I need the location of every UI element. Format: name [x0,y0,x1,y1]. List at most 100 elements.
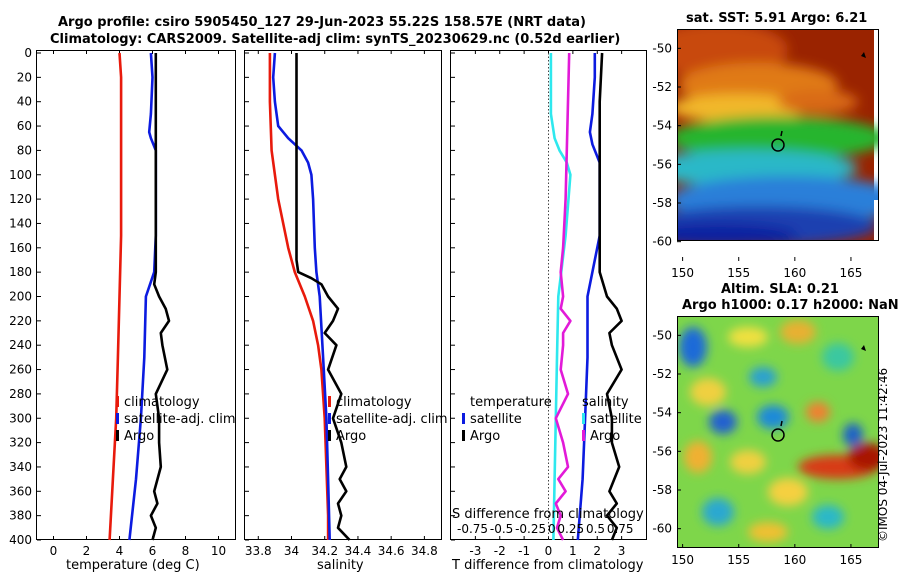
temperature-diff-legend: temperature satellite Argo [462,394,552,445]
y-tick-label: 320 [9,436,32,450]
y-tick-label: 40 [17,95,32,109]
map-y-tick-label: -54 [652,406,672,420]
x-tick-label: 2 [593,544,601,558]
y-tick-label: 380 [9,509,32,523]
map-y-tick-label: -52 [652,367,672,381]
sst-map-title: sat. SST: 5.91 Argo: 6.21 [686,11,868,26]
s-difference-label: S difference from climatology [452,507,644,522]
map-x-tick-label: 165 [839,553,862,567]
map-y-tick-label: -56 [652,157,672,171]
timestamp: ©IMOS 04-Jul-2023 11:42:46 [876,367,890,542]
map-y-tick-label: -54 [652,119,672,133]
legend-satellite-adj: satellite-adj. clim [124,412,236,427]
legend-satellite: satellite [470,412,522,427]
legend-climatology: climatology [124,395,200,410]
map-y-tick-label: -56 [652,444,672,458]
map-x-tick-label: 160 [783,266,806,280]
x-tick-label: 8 [182,544,190,558]
temperature-panel [36,50,236,540]
y-tick-label: 280 [9,387,32,401]
legend-argo: Argo [336,429,367,444]
map-y-tick-label: -58 [652,196,672,210]
series-argo [295,53,351,541]
x-tick-label: 2 [83,544,91,558]
sla-map [677,316,879,548]
legend-argo: Argo [470,429,501,444]
x-tick-label: 3 [618,544,626,558]
figure-title-line2: Climatology: CARS2009. Satellite-adj cli… [50,32,621,47]
legend-title-temperature: temperature [470,395,552,410]
legend-satellite: satellite [590,412,642,427]
x-tick-label: 34.6 [378,544,405,558]
x-tick-label: 6 [149,544,157,558]
x-tick-label: 34.4 [345,544,372,558]
legend-argo: Argo [590,429,621,444]
x-tick-label: 0 [50,544,58,558]
legend-argo: Argo [124,429,155,444]
map-y-tick-label: -60 [652,522,672,536]
y-tick-label: 20 [17,70,32,84]
y-tick-label: 140 [9,216,32,230]
x-tick-label: 33.8 [245,544,272,558]
legend-title-salinity: salinity [582,395,629,410]
salinity-diff-legend: salinity satellite Argo [582,394,642,445]
map-y-tick-label: -52 [652,80,672,94]
y-tick-label: 120 [9,192,32,206]
sla-map-title-line2: Argo h1000: 0.17 h2000: NaN [682,298,899,313]
x-tick-label: 34 [284,544,299,558]
salinity-legend: climatology satellite-adj. clim Argo [328,394,448,445]
sla-map-title-line1: Altim. SLA: 0.21 [721,282,839,297]
y-tick-label: 60 [17,119,32,133]
y-tick-label: 260 [9,363,32,377]
y-tick-label: 360 [9,484,32,498]
map-y-tick-label: -60 [652,235,672,249]
temperature-legend: climatology satellite-adj. clim Argo [116,394,236,445]
map-x-tick-label: 150 [671,266,694,280]
x-tick-label: -2 [494,544,506,558]
map-x-tick-label: 165 [839,266,862,280]
x-tick-label: 0 [545,544,553,558]
temperature-xlabel: temperature (deg C) [66,558,200,573]
series-argo [149,53,171,541]
y-tick-label: 200 [9,290,32,304]
legend-satellite-adj: satellite-adj. clim [336,412,448,427]
y-tick-label: 180 [9,265,32,279]
y-tick-label: 160 [9,241,32,255]
map-y-tick-label: -50 [652,41,672,55]
y-tick-label: 300 [9,411,32,425]
map-x-tick-label: 155 [727,553,750,567]
salinity-xlabel: salinity [317,558,364,573]
map-y-tick-label: -50 [652,328,672,342]
y-tick-label: 400 [9,533,32,547]
map-x-tick-label: 155 [727,266,750,280]
series-temperature-argo [598,52,623,541]
legend-climatology: climatology [336,395,412,410]
y-tick-label: 0 [24,46,32,60]
x-tick-label: 34.2 [311,544,338,558]
x-tick-label: 1 [569,544,577,558]
t-difference-xlabel: T difference from climatology [452,558,644,573]
map-x-tick-label: 150 [671,553,694,567]
series-satellite-adj-clim [271,52,331,541]
s-difference-ticks: -0.75 -0.5 -0.25 0 0.25 0.5 0.75 [457,522,634,536]
map-x-tick-label: 160 [783,553,806,567]
x-tick-label: 4 [116,544,124,558]
x-tick-label: 34.8 [411,544,438,558]
sst-map [677,29,879,241]
salinity-panel [244,50,442,540]
x-tick-label: -3 [469,544,481,558]
y-tick-label: 80 [17,143,32,157]
y-tick-label: 220 [9,314,32,328]
x-tick-label: -1 [518,544,530,558]
y-tick-label: 340 [9,460,32,474]
series-climatology [268,53,330,540]
y-tick-label: 240 [9,338,32,352]
figure-title-line1: Argo profile: csiro 5905450_127 29-Jun-2… [58,15,586,30]
series-salinity-argo [554,52,572,541]
series-climatology [108,52,123,541]
